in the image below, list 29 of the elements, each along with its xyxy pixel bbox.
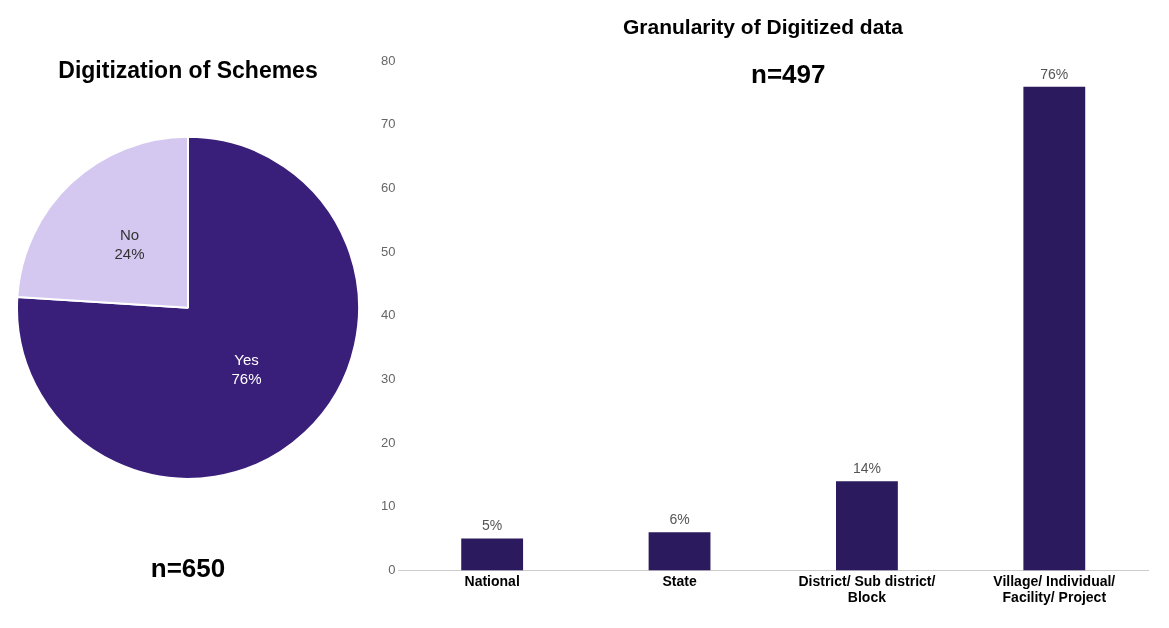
y-tick-label: 40 <box>380 307 396 323</box>
chart-title: Granularity of Digitized data <box>622 15 904 39</box>
data-label: 76% <box>231 369 262 387</box>
y-tick-label: 30 <box>380 371 396 387</box>
slice-label: Yes <box>234 350 259 368</box>
data-label: 6% <box>669 511 690 528</box>
bar <box>836 481 898 571</box>
bar <box>1023 86 1086 571</box>
data-label: 76% <box>1040 65 1069 82</box>
x-tick-label: District/ Sub district/ Block <box>798 572 936 606</box>
y-tick-label: 60 <box>380 180 396 196</box>
annotation: n=497 <box>750 59 826 90</box>
x-tick-label: National <box>464 572 520 589</box>
text: n=650 <box>150 553 226 584</box>
y-tick-label: 0 <box>388 561 396 577</box>
y-tick-label: 10 <box>380 498 396 514</box>
data-label: 5% <box>482 517 503 534</box>
x-tick-label: State <box>662 572 697 589</box>
data-label: 24% <box>114 245 145 263</box>
data-label: 14% <box>852 460 881 477</box>
bar <box>648 532 711 571</box>
slice-label: No <box>119 226 140 244</box>
y-tick-label: 80 <box>380 52 396 68</box>
y-tick-label: 20 <box>380 434 396 450</box>
bar <box>461 538 524 571</box>
y-tick-label: 70 <box>380 116 396 132</box>
chart-title: Digitization of Schemes <box>58 57 318 84</box>
x-tick-label: Village/ Individual/ Facility/ Project <box>993 572 1116 606</box>
y-tick-label: 50 <box>380 243 396 259</box>
